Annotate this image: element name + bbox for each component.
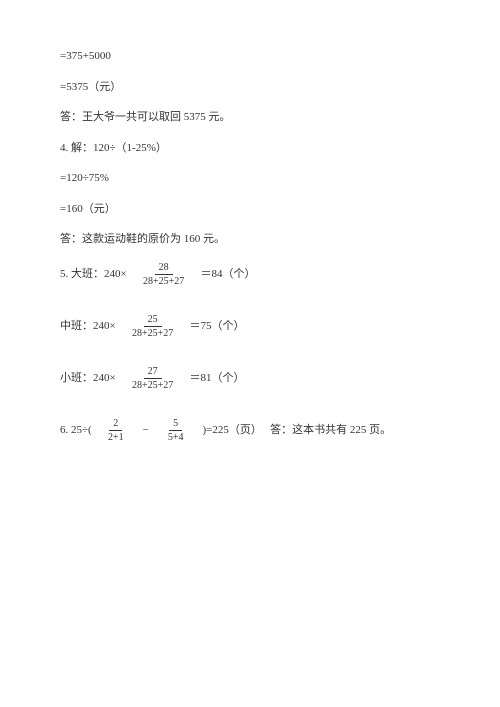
answer: 答：这本书共有 225 页。	[270, 422, 391, 439]
numerator: 2	[109, 418, 122, 432]
denominator: 28+25+27	[139, 275, 188, 288]
problem-4-answer: 答：这款运动鞋的原价为 160 元。	[60, 231, 440, 248]
text: =375+5000	[60, 48, 111, 65]
prefix: 小班：240×	[60, 370, 116, 387]
text: =120÷75%	[60, 170, 109, 187]
text: 答：王大爷一共可以取回 5375 元。	[60, 109, 231, 126]
fraction-2: 5 5+4	[164, 418, 188, 444]
fraction: 25 28+25+27	[128, 314, 177, 340]
problem-5-zhongban: 中班：240× 25 28+25+27 ＝75（个）	[60, 314, 440, 340]
calc-line-2: =5375（元）	[60, 79, 440, 96]
fraction: 27 28+25+27	[128, 366, 177, 392]
numerator: 25	[144, 314, 162, 328]
fraction-1: 2 2+1	[104, 418, 128, 444]
prefix: 5. 大班：240×	[60, 266, 127, 283]
numerator: 27	[144, 366, 162, 380]
text: 答：这款运动鞋的原价为 160 元。	[60, 231, 225, 248]
answer-line-3: 答：王大爷一共可以取回 5375 元。	[60, 109, 440, 126]
problem-4-step3: =160（元）	[60, 201, 440, 218]
result: )=225（页）	[202, 422, 261, 439]
text: =5375（元）	[60, 79, 121, 96]
calc-line-1: =375+5000	[60, 48, 440, 65]
denominator: 28+25+27	[128, 327, 177, 340]
prefix: 中班：240×	[60, 318, 116, 335]
numerator: 5	[169, 418, 182, 432]
text: 4. 解：120÷（1-25%）	[60, 140, 167, 157]
problem-4-step1: 4. 解：120÷（1-25%）	[60, 140, 440, 157]
problem-5-daban: 5. 大班：240× 28 28+25+27 ＝84（个）	[60, 262, 440, 288]
problem-5-xiaoban: 小班：240× 27 28+25+27 ＝81（个）	[60, 366, 440, 392]
numerator: 28	[155, 262, 173, 276]
denominator: 28+25+27	[128, 379, 177, 392]
denominator: 5+4	[164, 431, 188, 444]
prefix: 6. 25÷(	[60, 422, 92, 439]
suffix: ＝75（个）	[190, 318, 245, 335]
problem-4-step2: =120÷75%	[60, 170, 440, 187]
denominator: 2+1	[104, 431, 128, 444]
text: =160（元）	[60, 201, 116, 218]
suffix: ＝84（个）	[201, 266, 256, 283]
problem-6: 6. 25÷( 2 2+1 − 5 5+4 )=225（页） 答：这本书共有 2…	[60, 418, 440, 444]
fraction: 28 28+25+27	[139, 262, 188, 288]
suffix: ＝81（个）	[190, 370, 245, 387]
